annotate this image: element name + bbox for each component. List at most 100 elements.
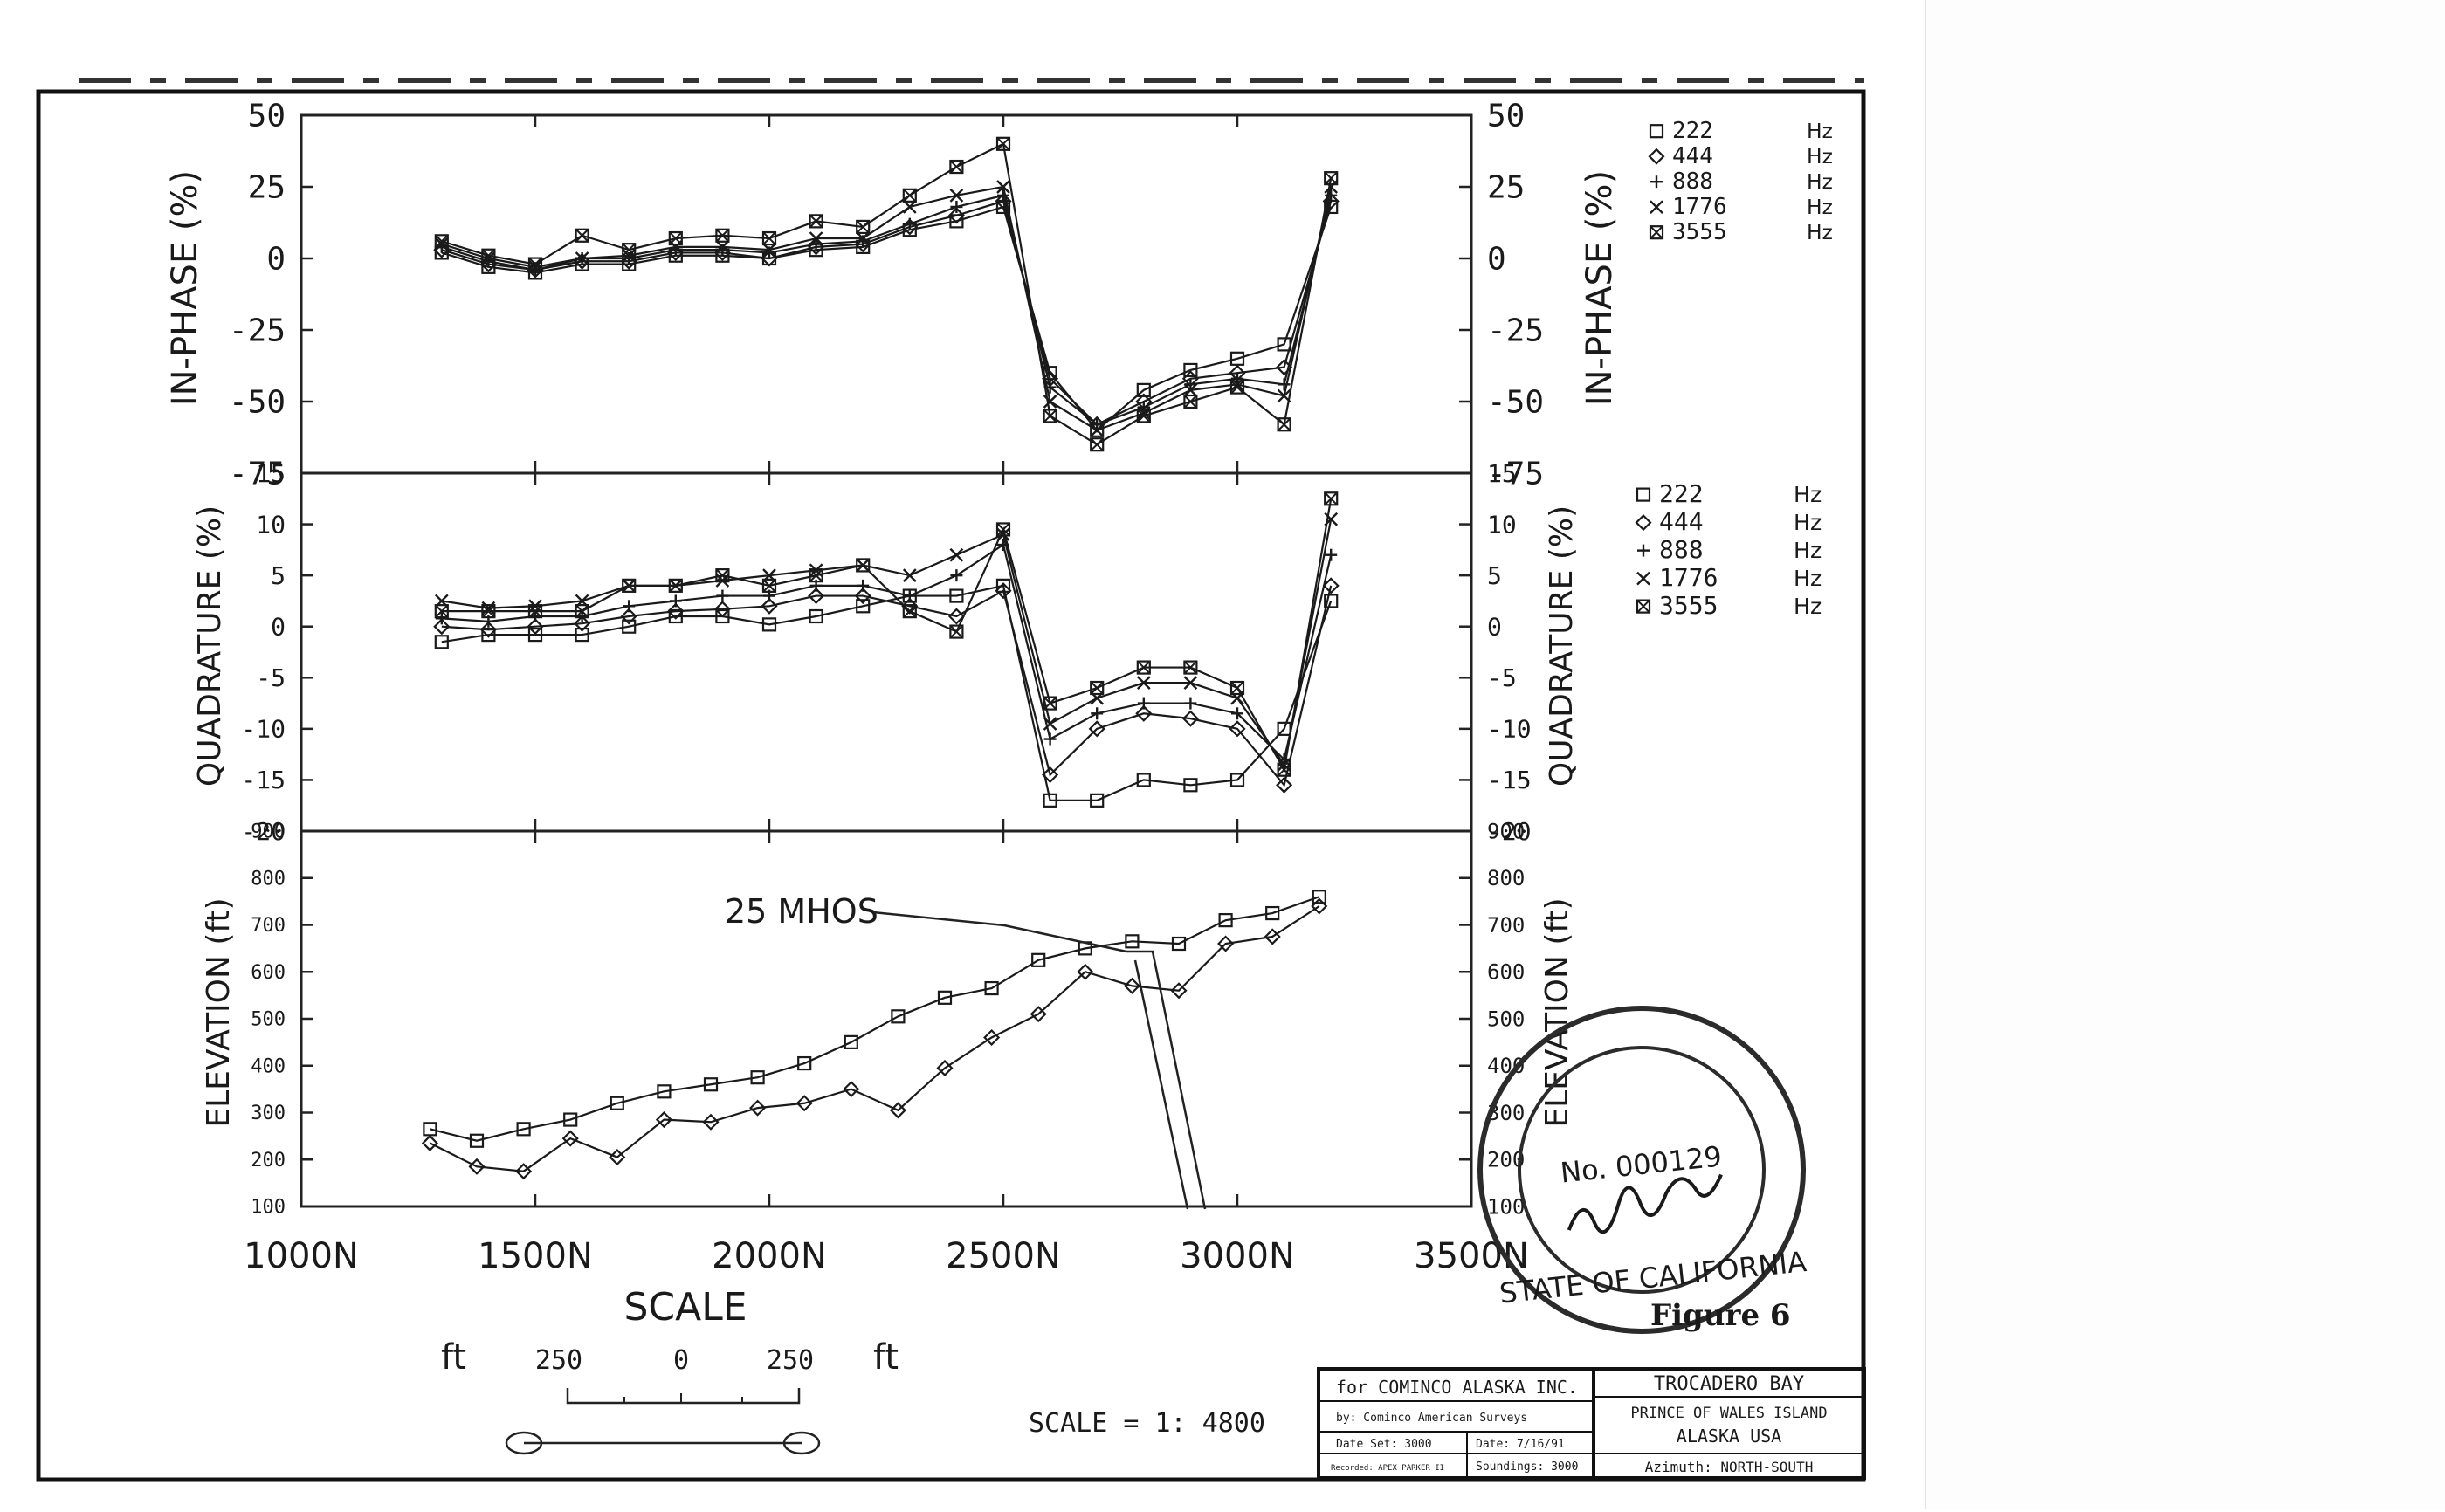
point-diamond	[667, 602, 685, 620]
point-xsquare-cross	[1137, 409, 1151, 423]
y-tick-label: -25	[229, 313, 286, 349]
point-xsquare-cross	[669, 231, 683, 245]
series-line-plus	[441, 543, 1333, 762]
legend-label-222: 222	[1659, 479, 1704, 508]
point-cross-b	[1043, 395, 1057, 409]
legend-marker-xsquare	[1636, 599, 1651, 614]
point-xsquare-cross	[1277, 763, 1291, 777]
title-recorded: Recorded: APEX PARKER II	[1331, 1464, 1444, 1473]
point-diamond	[421, 1134, 438, 1151]
y-tick-label-right: 600	[1487, 960, 1525, 985]
y-tick-label: 500	[251, 1009, 286, 1031]
point-xsquare-cross	[481, 249, 496, 263]
y-tick-label: -75	[229, 457, 286, 492]
panel-in-phase: 50 50 25 25 0 0 -25 -25 -50 -50 -75 -75	[229, 99, 1544, 492]
series-group	[421, 890, 1328, 1180]
point-cross-b	[949, 188, 964, 203]
y-tick-label-right: -20	[1487, 817, 1532, 846]
point-diamond	[854, 588, 871, 605]
point-plus	[1278, 378, 1291, 391]
title-azimuth: Azimuth: NORTH-SOUTH	[1645, 1459, 1814, 1475]
point-square	[1136, 773, 1151, 787]
point-square	[481, 627, 496, 643]
point-square	[516, 1122, 531, 1137]
point-plus	[1137, 401, 1150, 414]
point-plus	[716, 589, 729, 602]
point-diamond	[574, 615, 591, 632]
point-cross-b	[1183, 383, 1198, 397]
panel-quadrature: 15 15 10 10 5 5 0 0 -5 -5 -10 -10 -15 -15 -20 -20	[241, 459, 1531, 846]
point-xsquare-cross	[996, 522, 1010, 537]
point-diamond	[1088, 720, 1105, 738]
point-xsquare	[761, 230, 777, 246]
y-tick-label: 400	[251, 1055, 286, 1077]
title-block-frame	[1317, 1367, 1866, 1480]
point-square	[984, 980, 999, 996]
point-plus	[809, 237, 823, 251]
legend-marker-xsquare-cross	[1636, 599, 1650, 614]
y-tick-label: 50	[248, 99, 286, 134]
point-xsquare-cross	[903, 604, 917, 618]
point-xsquare-cross	[1090, 681, 1104, 695]
title-location-line3: ALASKA USA	[1677, 1426, 1781, 1447]
point-diamond	[527, 261, 544, 278]
point-xsquare-cross	[528, 257, 542, 271]
point-xsquare-cross	[435, 604, 449, 618]
point-xsquare-cross	[622, 243, 636, 257]
point-diamond	[1322, 577, 1340, 594]
point-plus	[1231, 707, 1243, 720]
point-diamond	[889, 1102, 906, 1119]
x-axis-title: SCALE	[623, 1285, 747, 1330]
point-xsquare-cross	[762, 231, 776, 245]
legend-marker-square	[1649, 124, 1664, 139]
point-cross	[481, 601, 496, 615]
point-diamond	[468, 1158, 486, 1175]
point-diamond	[527, 618, 544, 636]
point-diamond	[947, 608, 965, 625]
point-diamond	[936, 1059, 954, 1076]
point-diamond	[947, 207, 965, 224]
point-square	[1136, 382, 1151, 397]
point-xsquare-cross	[1043, 409, 1057, 423]
point-diamond	[1217, 935, 1235, 952]
annotation-conductor-outline-inner	[1133, 959, 1189, 1210]
point-plus	[1091, 707, 1104, 720]
point-diamond	[479, 621, 497, 638]
point-cross	[1090, 423, 1105, 437]
scan-margin	[1925, 0, 2445, 1509]
point-square	[1218, 913, 1233, 928]
series-line-cross	[441, 185, 1333, 432]
point-diamond	[808, 588, 825, 605]
point-diamond	[620, 608, 637, 625]
point-xsquare	[1324, 491, 1339, 506]
point-cross-b	[1043, 717, 1057, 731]
legend-unit: Hz	[1807, 195, 1833, 219]
point-cross-b	[528, 599, 542, 614]
y-tick-label: 25	[248, 170, 286, 206]
point-square	[1265, 905, 1280, 921]
y-tick-label-right: 50	[1487, 99, 1525, 134]
x-tick-label: 3000N	[1180, 1236, 1295, 1276]
y-tick-label-right: 500	[1487, 1007, 1525, 1031]
scale-bar: ft 250 0 250 ft	[441, 1337, 899, 1455]
point-plus	[1325, 548, 1338, 561]
legend-in-phase: 222 Hz 444 Hz 888 Hz 1776 Hz 3555 Hz	[1648, 118, 1833, 245]
point-plus	[1137, 697, 1150, 710]
x-tick-label: 1000N	[244, 1236, 359, 1276]
scale-label-right: 250	[767, 1345, 814, 1376]
point-xsquare-cross	[528, 604, 542, 618]
series-line-diamond	[441, 585, 1333, 787]
point-xsquare	[434, 604, 449, 619]
legend-unit: Hz	[1807, 119, 1833, 143]
point-square	[657, 1084, 672, 1099]
legend-quadrature: 222 Hz 444 Hz 888 Hz 1776 Hz 3555 Hz	[1635, 479, 1822, 620]
point-cross-b	[902, 568, 917, 582]
y-tick-label-right: 800	[1487, 866, 1525, 890]
legend-marker-cross-b	[1636, 571, 1650, 586]
y-tick-label-right: 15	[1487, 459, 1517, 488]
point-diamond	[761, 250, 778, 267]
point-xsquare-cross	[669, 579, 683, 593]
tick-group: 50 50 25 25 0 0 -25 -25 -50 -50 -75 -75	[229, 99, 1544, 492]
point-cross	[809, 231, 823, 245]
point-xsquare	[1090, 437, 1105, 452]
